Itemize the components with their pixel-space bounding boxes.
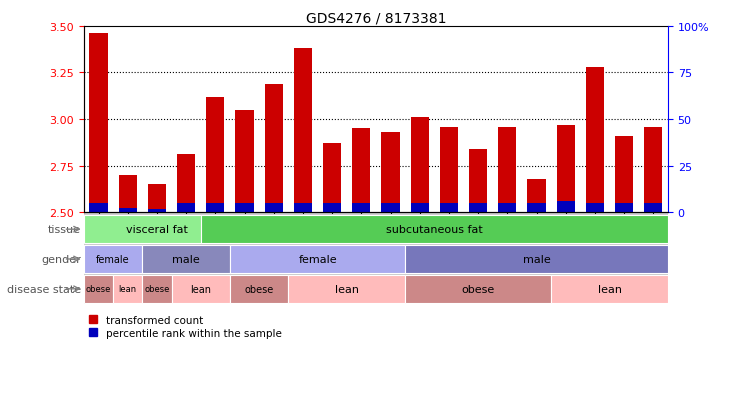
Bar	[177, 155, 195, 213]
Bar	[172, 275, 230, 303]
Bar	[142, 275, 172, 303]
Bar	[207, 204, 224, 213]
Text: female: female	[96, 254, 130, 264]
Bar	[469, 150, 487, 213]
Bar	[148, 185, 166, 213]
Bar	[113, 275, 142, 303]
Bar	[405, 275, 551, 303]
Bar	[405, 246, 668, 273]
Text: lean: lean	[191, 284, 211, 294]
Bar	[645, 204, 662, 213]
Bar	[288, 275, 405, 303]
Text: obese: obese	[245, 284, 274, 294]
Text: female: female	[299, 254, 337, 264]
Bar	[586, 204, 604, 213]
Text: obese: obese	[461, 284, 495, 294]
Bar	[411, 204, 429, 213]
Bar	[645, 127, 662, 213]
Text: obese: obese	[86, 285, 111, 294]
Bar	[323, 144, 341, 213]
Bar	[84, 246, 142, 273]
Bar	[90, 204, 107, 213]
Text: lean: lean	[598, 284, 621, 294]
Bar	[207, 97, 224, 213]
Bar	[294, 204, 312, 213]
Bar	[499, 127, 516, 213]
Text: subcutaneous fat: subcutaneous fat	[386, 225, 483, 235]
Bar	[142, 246, 230, 273]
Bar	[201, 216, 668, 243]
Text: male: male	[523, 254, 550, 264]
Bar	[230, 246, 405, 273]
Bar	[294, 49, 312, 213]
Bar	[119, 176, 137, 213]
Text: disease state: disease state	[7, 284, 81, 294]
Bar	[586, 68, 604, 213]
Bar	[323, 204, 341, 213]
Bar	[90, 34, 107, 213]
Bar	[353, 204, 370, 213]
Title: GDS4276 / 8173381: GDS4276 / 8173381	[306, 12, 446, 26]
Bar	[353, 129, 370, 213]
Bar	[230, 275, 288, 303]
Bar	[411, 118, 429, 213]
Text: gender: gender	[42, 254, 81, 264]
Bar	[528, 204, 545, 213]
Bar	[615, 204, 633, 213]
Bar	[84, 275, 113, 303]
Bar	[440, 204, 458, 213]
Text: male: male	[172, 254, 200, 264]
Bar	[177, 204, 195, 213]
Text: lean: lean	[335, 284, 358, 294]
Bar	[557, 125, 575, 213]
Bar	[236, 204, 253, 213]
Bar	[84, 216, 230, 243]
Text: lean: lean	[119, 285, 137, 294]
Bar	[557, 202, 575, 213]
Bar	[499, 204, 516, 213]
Bar	[528, 179, 545, 213]
Bar	[119, 209, 137, 213]
Bar	[551, 275, 668, 303]
Text: tissue: tissue	[48, 225, 81, 235]
Bar	[148, 209, 166, 213]
Bar	[615, 136, 633, 213]
Text: obese: obese	[145, 285, 169, 294]
Bar	[265, 204, 283, 213]
Bar	[265, 84, 283, 213]
Text: visceral fat: visceral fat	[126, 225, 188, 235]
Bar	[382, 133, 399, 213]
Bar	[382, 204, 399, 213]
Legend: transformed count, percentile rank within the sample: transformed count, percentile rank withi…	[89, 315, 282, 338]
Bar	[440, 127, 458, 213]
Bar	[469, 204, 487, 213]
Bar	[236, 111, 253, 213]
